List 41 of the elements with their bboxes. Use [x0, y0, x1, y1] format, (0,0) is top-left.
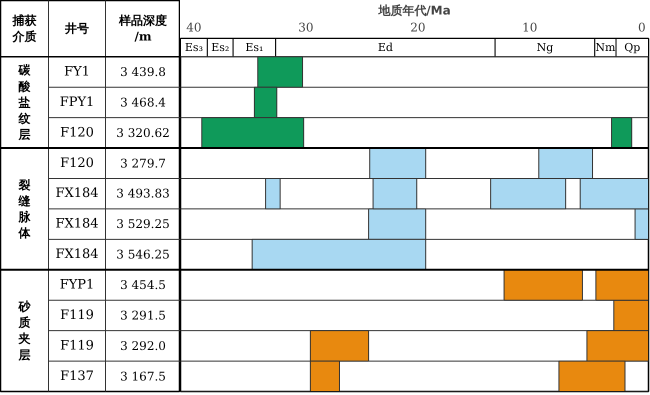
text: 3 279.7	[120, 156, 166, 170]
y-tick-label: FX184	[55, 247, 99, 262]
text: 捕获介质	[12, 14, 36, 44]
y-tick-label: FX184	[55, 216, 99, 232]
x-tick-label: 20	[410, 20, 426, 34]
y-tick-label: F120	[60, 156, 94, 171]
text: 样品深度/m	[118, 14, 167, 44]
y-tick-label: FX184	[55, 186, 99, 202]
text: 3 292.0	[120, 338, 166, 353]
y-tick-label: FPY1	[60, 94, 94, 110]
text: 砂质夹层	[18, 299, 32, 362]
x-tick-label: 30	[298, 20, 314, 34]
band-label: Es₁	[245, 41, 264, 54]
y-tick-label: FYP1	[60, 277, 94, 292]
text: 3 493.83	[116, 186, 170, 201]
text: 3 454.5	[120, 278, 166, 292]
text: 3 291.5	[120, 308, 166, 322]
y-tick-label: F119	[60, 338, 94, 354]
band-label: Es₂	[211, 41, 230, 54]
band-label: Ed	[378, 41, 393, 54]
text: 3 320.62	[116, 126, 170, 140]
band-label: Es₃	[184, 41, 203, 54]
text: 3 167.5	[120, 369, 166, 384]
x-tick-label: 0	[638, 20, 646, 34]
x-tick-label: 10	[522, 20, 538, 34]
text: 3 529.25	[116, 217, 170, 232]
text: 3 468.4	[120, 95, 166, 110]
y-axis-title: 井号	[64, 22, 89, 36]
x-axis-title: 地质年代/Ma	[377, 4, 451, 18]
text: 碳酸盐纹层	[18, 63, 32, 142]
band-label: Nm	[595, 41, 616, 54]
band-label: Qp	[624, 41, 640, 54]
text: 3 546.25	[116, 248, 170, 262]
band-label: Ng	[536, 41, 554, 54]
x-tick-label: 40	[186, 20, 202, 34]
y-tick-label: F120	[60, 125, 94, 140]
y-tick-label: F119	[60, 308, 94, 323]
y-tick-label: F137	[60, 368, 94, 384]
text: 裂缝脉体	[18, 178, 32, 240]
text: 3 439.8	[120, 64, 166, 79]
y-tick-label: FY1	[64, 64, 90, 80]
